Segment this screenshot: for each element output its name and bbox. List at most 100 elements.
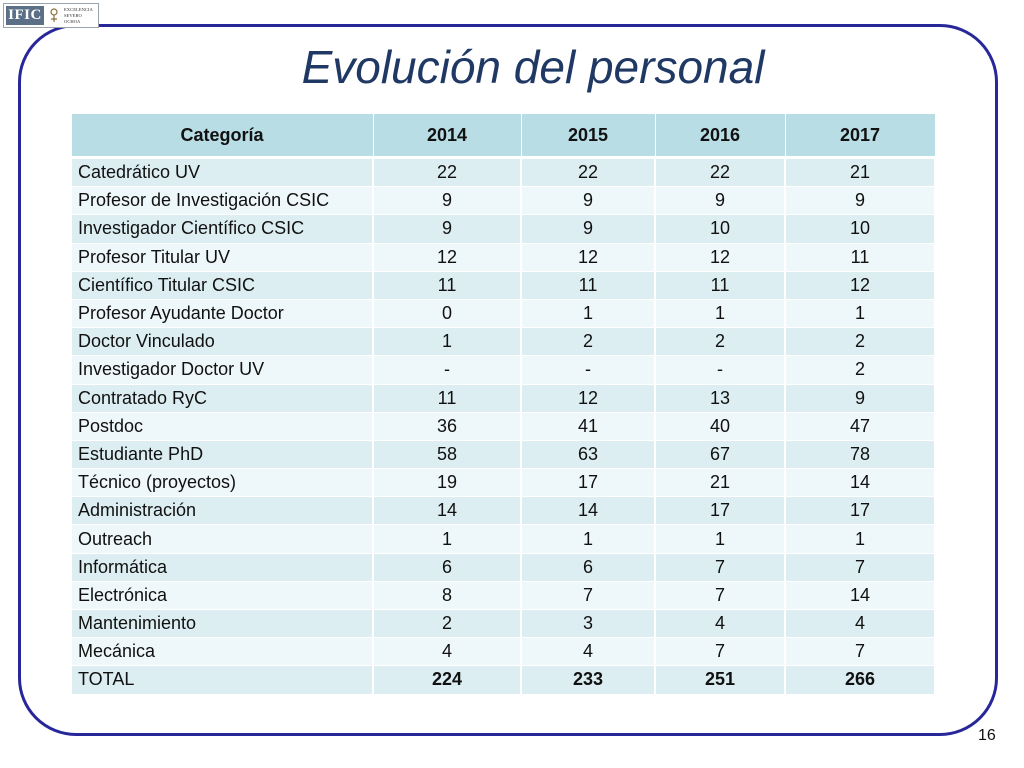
row-value-cell: 7 <box>784 552 936 582</box>
table-row: Catedrático UV 22 22 22 21 <box>70 156 936 188</box>
row-value-cell: 14 <box>784 580 936 611</box>
row-value-cell: 9 <box>784 186 936 216</box>
row-value-cell: 1 <box>520 298 656 329</box>
row-value-cell: 67 <box>654 439 786 470</box>
row-value-cell: 9 <box>520 186 656 216</box>
logo-line: OCHOA <box>64 18 81 24</box>
row-value-cell: 11 <box>372 383 522 413</box>
row-value-cell: 0 <box>372 298 522 329</box>
row-category-cell: Informática <box>70 552 374 582</box>
column-header: 2014 <box>372 113 522 159</box>
logo-text: EXCELENCIA SEVERO OCHOA <box>64 7 100 24</box>
column-header: Categoría <box>70 113 374 159</box>
table-row: Informática 6 6 7 7 <box>70 552 936 582</box>
row-value-cell: 13 <box>654 383 786 413</box>
table-row: Estudiante PhD 58 63 67 78 <box>70 439 936 470</box>
table-row: Electrónica 8 7 7 14 <box>70 580 936 611</box>
table-row: Mantenimiento 2 3 4 4 <box>70 608 936 639</box>
row-value-cell: 224 <box>372 665 522 695</box>
row-category-cell: Electrónica <box>70 580 374 611</box>
row-category-cell: Mecánica <box>70 637 374 667</box>
row-value-cell: 1 <box>520 524 656 554</box>
table-row: Profesor de Investigación CSIC 9 9 9 9 <box>70 186 936 216</box>
row-value-cell: 1 <box>372 327 522 357</box>
row-value-cell: 21 <box>784 156 936 188</box>
row-value-cell: 1 <box>372 524 522 554</box>
row-category-cell: Profesor de Investigación CSIC <box>70 186 374 216</box>
table-row: Mecánica 4 4 7 7 <box>70 637 936 667</box>
row-value-cell: 17 <box>520 468 656 498</box>
row-value-cell: 22 <box>520 156 656 188</box>
row-value-cell: 2 <box>784 327 936 357</box>
row-category-cell: Postdoc <box>70 411 374 441</box>
column-header: 2016 <box>654 113 786 159</box>
column-header: 2017 <box>784 113 936 159</box>
row-value-cell: 12 <box>654 242 786 272</box>
row-value-cell: 10 <box>784 214 936 244</box>
row-category-cell: Profesor Titular UV <box>70 242 374 272</box>
table-row: Investigador Doctor UV - - -2 <box>70 355 936 385</box>
row-value-cell: 58 <box>372 439 522 470</box>
row-value-cell: 1 <box>654 524 786 554</box>
row-value-cell: 14 <box>784 468 936 498</box>
row-category-cell: Profesor Ayudante Doctor <box>70 298 374 329</box>
row-value-cell: 3 <box>520 608 656 639</box>
row-value-cell: 9 <box>372 214 522 244</box>
row-value-cell: 251 <box>654 665 786 695</box>
row-value-cell: 7 <box>784 637 936 667</box>
row-value-cell: 7 <box>654 637 786 667</box>
row-value-cell: 7 <box>654 552 786 582</box>
row-category-cell: Administración <box>70 496 374 526</box>
table-body: Catedrático UV 22 22 22 21 Profesor de Invest… <box>70 156 936 695</box>
row-value-cell: 12 <box>520 383 656 413</box>
row-value-cell: 40 <box>654 411 786 441</box>
row-value-cell: 266 <box>784 665 936 695</box>
row-value-cell: 2 <box>520 327 656 357</box>
row-category-cell: Investigador Doctor UV <box>70 355 374 385</box>
slide-frame <box>18 24 998 736</box>
row-value-cell: 2 <box>784 355 936 385</box>
row-value-cell: 6 <box>372 552 522 582</box>
row-value-cell: 9 <box>654 186 786 216</box>
row-value-cell: 1 <box>784 524 936 554</box>
row-value-cell: 4 <box>520 637 656 667</box>
row-value-cell: 22 <box>372 156 522 188</box>
institution-logo: IFIC EXCELENCIA SEVERO OCHOA <box>3 3 99 28</box>
table-row: Profesor Ayudante Doctor 0 1 1 1 <box>70 298 936 329</box>
row-value-cell: 17 <box>784 496 936 526</box>
row-value-cell: 9 <box>372 186 522 216</box>
logo-line: SEVERO <box>64 12 82 18</box>
row-value-cell: 6 <box>520 552 656 582</box>
row-value-cell: - <box>372 355 522 385</box>
row-value-cell: 11 <box>372 270 522 300</box>
table-row: Científico Titular CSIC 11 11 11 12 <box>70 270 936 300</box>
row-value-cell: 78 <box>784 439 936 470</box>
row-value-cell: 10 <box>654 214 786 244</box>
row-value-cell: 4 <box>654 608 786 639</box>
row-value-cell: 17 <box>654 496 786 526</box>
row-category-cell: Técnico (proyectos) <box>70 468 374 498</box>
row-category-cell: Contratado RyC <box>70 383 374 413</box>
row-category-cell: TOTAL <box>70 665 374 695</box>
table-row: Postdoc 36 41 40 47 <box>70 411 936 441</box>
row-value-cell: 12 <box>520 242 656 272</box>
table-row: TOTAL 224 233 251 266 <box>70 665 936 695</box>
table-row: Doctor Vinculado 1 2 2 2 <box>70 327 936 357</box>
row-value-cell: 11 <box>784 242 936 272</box>
row-value-cell: - <box>520 355 656 385</box>
row-value-cell: 4 <box>784 608 936 639</box>
slide-title: Evolución del personal <box>301 41 765 93</box>
row-category-cell: Catedrático UV <box>70 156 374 188</box>
row-value-cell: 11 <box>520 270 656 300</box>
row-category-cell: Científico Titular CSIC <box>70 270 374 300</box>
row-value-cell: 22 <box>654 156 786 188</box>
row-value-cell: 4 <box>372 637 522 667</box>
table-row: Profesor Titular UV 12 12 12 11 <box>70 242 936 272</box>
logo-ific-mark: IFIC <box>6 6 44 25</box>
table-row: Outreach 1 1 1 1 <box>70 524 936 554</box>
row-category-cell: Doctor Vinculado <box>70 327 374 357</box>
row-value-cell: 233 <box>520 665 656 695</box>
logo-line: EXCELENCIA <box>64 7 93 12</box>
row-value-cell: 47 <box>784 411 936 441</box>
row-value-cell: 21 <box>654 468 786 498</box>
